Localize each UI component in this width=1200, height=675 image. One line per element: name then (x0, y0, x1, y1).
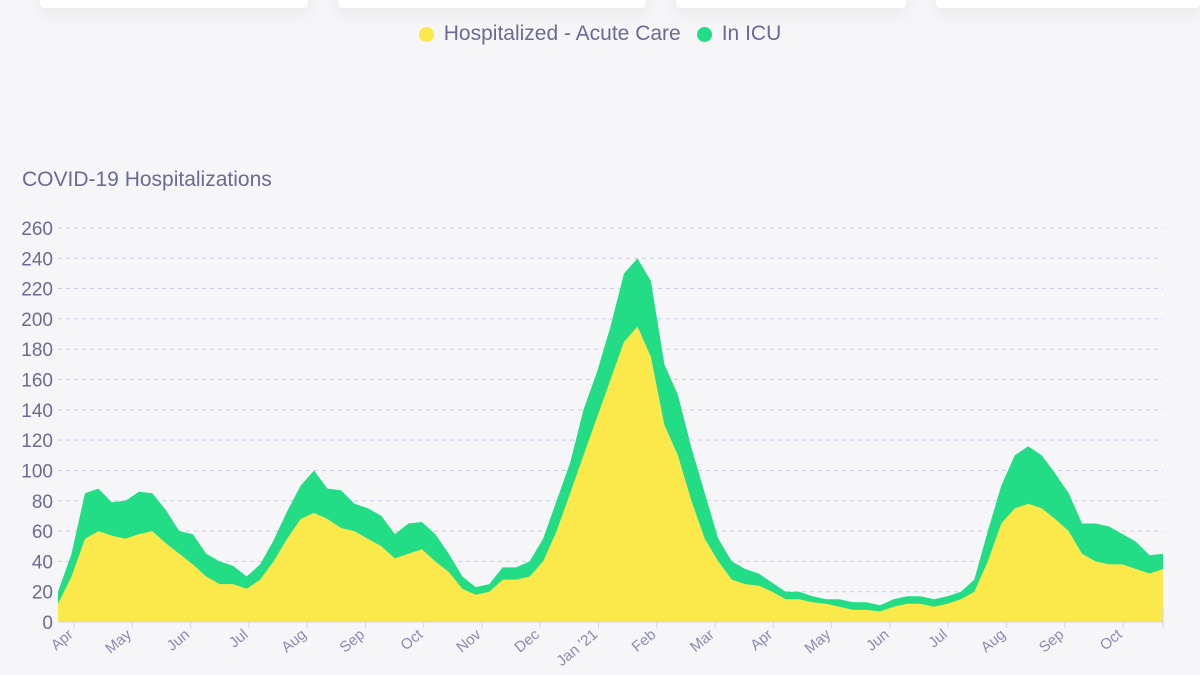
top-card-3[interactable] (676, 0, 906, 8)
chart-title: COVID-19 Hospitalizations (22, 168, 272, 191)
legend-dot-acute-icon (418, 26, 434, 42)
y-tick-label-100: 100 (21, 461, 53, 482)
series-acute-care-area (58, 326, 1163, 622)
y-tick-label-160: 160 (21, 371, 53, 392)
y-tick-label-80: 80 (32, 492, 53, 513)
x-tick-label-3: Jul (226, 626, 252, 651)
top-card-4[interactable] (936, 0, 1200, 8)
x-tick-label-5: Sep (337, 626, 368, 656)
y-tick-label-240: 240 (21, 249, 53, 270)
legend-label-acute-care: Hospitalized - Acute Care (443, 22, 681, 45)
x-tick-label-16: Aug (978, 626, 1009, 656)
y-tick-label-0: 0 (42, 613, 53, 634)
y-tick-label-120: 120 (21, 431, 53, 452)
x-tick-label-14: Jun (863, 626, 892, 655)
x-tick-label-15: Jul (925, 626, 951, 651)
x-tick-label-8: Dec (511, 626, 543, 656)
y-tick-label-200: 200 (21, 310, 53, 331)
legend-dot-icu-icon (696, 26, 712, 42)
chart-legend: Hospitalized - Acute Care In ICU (0, 22, 1200, 46)
x-tick-label-1: May (102, 626, 135, 658)
x-tick-label-18: Oct (1097, 626, 1126, 655)
x-tick-label-12: Apr (747, 626, 776, 654)
y-tick-label-180: 180 (21, 340, 53, 361)
x-tick-label-9: Jan '21 (553, 626, 601, 670)
top-card-1[interactable] (40, 0, 308, 8)
y-tick-label-60: 60 (32, 522, 53, 543)
legend-item-acute-care[interactable]: Hospitalized - Acute Care (418, 22, 681, 46)
x-tick-label-7: Nov (453, 626, 485, 656)
y-tick-label-260: 260 (21, 219, 53, 240)
x-tick-label-4: Aug (278, 626, 309, 656)
y-tick-label-140: 140 (21, 401, 53, 422)
y-tick-label-20: 20 (32, 583, 53, 604)
legend-label-icu: In ICU (721, 22, 782, 45)
x-tick-label-10: Feb (629, 626, 660, 656)
y-tick-label-220: 220 (21, 280, 53, 301)
x-tick-label-11: Mar (687, 626, 718, 656)
x-tick-label-6: Oct (397, 626, 426, 655)
legend-item-icu[interactable]: In ICU (696, 22, 782, 46)
x-tick-label-2: Jun (164, 626, 193, 655)
x-tick-label-17: Sep (1036, 626, 1067, 656)
y-tick-label-40: 40 (32, 552, 53, 573)
top-card-2[interactable] (338, 0, 646, 8)
x-tick-label-13: May (802, 626, 835, 658)
